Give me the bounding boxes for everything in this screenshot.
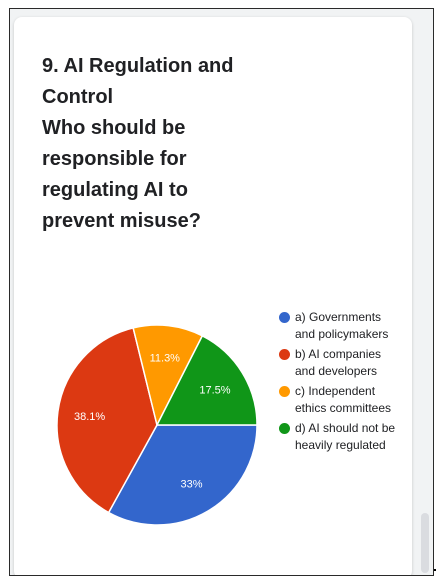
legend-label-not-regulated: d) AI should not be heavily regulated xyxy=(295,421,396,452)
legend-item-governments: a) Governments and policymakers xyxy=(279,309,399,343)
legend-swatch-not-regulated xyxy=(279,423,290,434)
legend-swatch-governments xyxy=(279,312,290,323)
legend-item-not-regulated: d) AI should not be heavily regulated xyxy=(279,420,399,454)
pie-label-not-regulated: 17.5% xyxy=(199,384,230,396)
scrollbar-thumb[interactable] xyxy=(421,513,429,573)
pie-label-governments: 33% xyxy=(181,479,203,491)
screenshot-frame: 9. AI Regulation and Control Who should … xyxy=(9,8,434,576)
legend-swatch-ai-companies xyxy=(279,349,290,360)
legend-swatch-ethics-committees xyxy=(279,386,290,397)
question-card: 9. AI Regulation and Control Who should … xyxy=(14,17,412,575)
pie-chart: 33% 38.1% 11.3% 17.5% xyxy=(56,324,258,526)
legend-label-ai-companies: b) AI companies and developers xyxy=(295,347,382,378)
legend-label-governments: a) Governments and policymakers xyxy=(295,310,389,341)
pie-label-ethics-committees: 11.3% xyxy=(150,352,181,364)
question-title: 9. AI Regulation and Control Who should … xyxy=(42,55,234,232)
pie-slice-governments xyxy=(107,424,258,526)
legend-item-ai-companies: b) AI companies and developers xyxy=(279,346,399,380)
pie-label-ai-companies: 38.1% xyxy=(74,411,105,423)
pie-slice-ai-companies xyxy=(56,326,158,514)
legend-label-ethics-committees: c) Independent ethics committees xyxy=(295,384,392,415)
pie-slice-ethics-committees xyxy=(132,324,204,428)
legend-item-ethics-committees: c) Independent ethics committees xyxy=(279,383,399,417)
pie-slice-not-regulated xyxy=(155,334,258,426)
edge-mark xyxy=(434,569,436,571)
chart-legend: a) Governments and policymakers b) AI com… xyxy=(279,309,399,457)
